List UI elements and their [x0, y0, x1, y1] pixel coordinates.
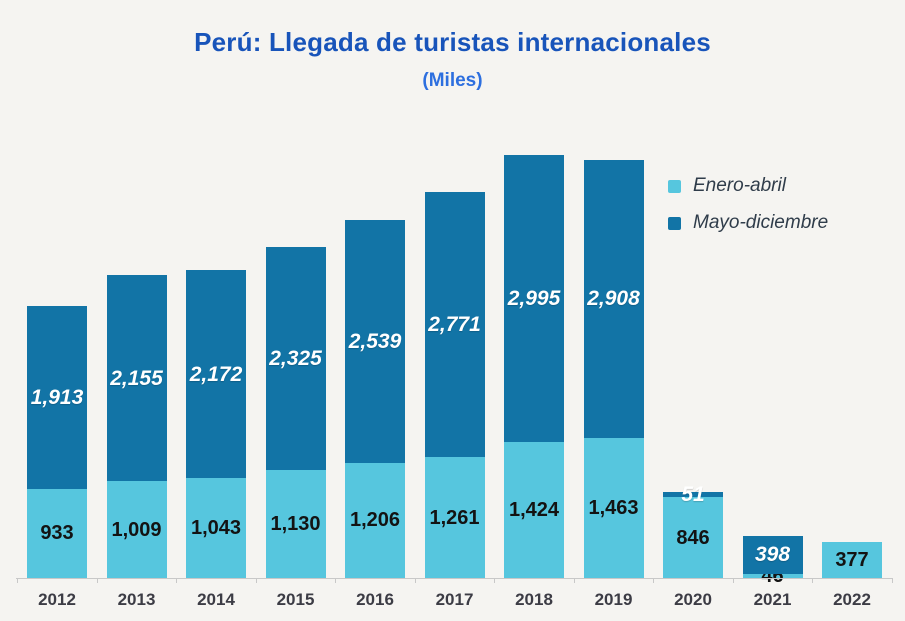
- bar-value-label: 1,463: [588, 497, 639, 519]
- bar-segment-enero-abril-2014: 1,043: [186, 478, 246, 578]
- bar-segment-mayo-diciembre-2021: 398: [742, 535, 803, 574]
- bar-column-2012: 933 1,913: [27, 305, 87, 578]
- bar-segment-enero-abril-2012: 933: [27, 488, 87, 578]
- bar-segment-mayo-diciembre-2018: 2,995: [504, 155, 564, 442]
- bar-column-2018: 1,424 2,995: [504, 155, 564, 578]
- bar-value-label: 1,130: [270, 512, 321, 535]
- bar-segment-enero-abril-2017: 1,261: [424, 457, 485, 578]
- bar-column-2017: 1,261 2,771: [424, 192, 485, 578]
- axis-tick: [255, 578, 257, 583]
- legend-label: Mayo-diciembre: [693, 212, 829, 233]
- x-axis-label-2017: 2017: [435, 590, 474, 609]
- x-axis-label-2015: 2015: [276, 590, 315, 609]
- plot-area: 933 1,913 1,009 2,155 1,043 2,172 1,130 2,325 1,…: [0, 110, 905, 586]
- bar-column-2015: 1,130 2,325: [265, 247, 326, 578]
- bar-value-label: 2,172: [189, 362, 243, 386]
- x-axis-label-2016: 2016: [356, 590, 394, 609]
- bar-segment-mayo-diciembre-2016: 2,539: [345, 219, 405, 463]
- bar-segment-mayo-diciembre-2020: 51: [663, 484, 723, 505]
- bar-value-label: 2,771: [428, 313, 481, 337]
- x-axis-label-2022: 2022: [833, 590, 871, 609]
- bar-value-label: 846: [676, 526, 710, 549]
- x-axis-label-2020: 2020: [674, 590, 712, 609]
- bar-column-2014: 1,043 2,172: [186, 270, 246, 578]
- axis-tick: [653, 578, 655, 583]
- axis-tick: [573, 578, 575, 583]
- bar-column-2022: 377: [822, 541, 882, 578]
- legend: Enero-abril Mayo-diciembre: [668, 175, 828, 249]
- x-axis-label-2013: 2013: [117, 590, 156, 609]
- bar-value-label: 1,206: [349, 509, 401, 532]
- x-axis-label-2021: 2021: [753, 590, 792, 609]
- bar-value-label: 1,913: [30, 385, 84, 409]
- bar-segment-mayo-diciembre-2019: 2,908: [583, 159, 644, 438]
- bar-value-label: 2,995: [507, 286, 561, 310]
- x-axis-label-2019: 2019: [594, 590, 633, 609]
- legend-item-mayo-diciembre: Mayo-diciembre: [668, 212, 828, 234]
- legend-swatch-icon: [668, 179, 681, 193]
- bar-segment-enero-abril-2013: 1,009: [106, 481, 167, 578]
- bar-column-2019: 1,463 2,908: [583, 159, 644, 578]
- legend-label: Enero-abril: [693, 175, 786, 196]
- bar-column-2021: 46 398: [742, 535, 803, 586]
- bar-segment-mayo-diciembre-2017: 2,771: [424, 192, 485, 458]
- axis-tick: [176, 578, 178, 583]
- x-axis-label-2018: 2018: [515, 590, 553, 609]
- bar-segment-enero-abril-2022: 377: [822, 541, 882, 578]
- legend-item-enero-abril: Enero-abril: [668, 175, 828, 197]
- bar-segment-mayo-diciembre-2014: 2,172: [186, 270, 246, 479]
- bar-value-label: 51: [681, 483, 705, 507]
- bar-segment-enero-abril-2016: 1,206: [345, 462, 405, 578]
- bar-value-label: 1,009: [111, 518, 162, 541]
- bar-value-label: 2,908: [587, 287, 640, 311]
- axis-tick: [414, 578, 416, 583]
- bar-column-2013: 1,009 2,155: [106, 275, 167, 578]
- bar-segment-mayo-diciembre-2012: 1,913: [27, 305, 87, 489]
- bar-column-2020: 846 51: [663, 484, 723, 578]
- bar-value-label: 2,539: [348, 329, 402, 353]
- x-axis-label-2012: 2012: [38, 590, 76, 609]
- axis-tick: [96, 578, 98, 583]
- axis-tick: [732, 578, 734, 583]
- bar-value-label: 1,261: [429, 506, 480, 529]
- bar-value-label: 1,043: [190, 517, 242, 540]
- bar-segment-enero-abril-2019: 1,463: [583, 438, 644, 578]
- bar-value-label: 933: [40, 522, 74, 545]
- legend-swatch-icon: [668, 216, 681, 230]
- chart-title: Perú: Llegada de turistas internacionale…: [194, 27, 711, 57]
- bar-column-2016: 1,206 2,539: [345, 219, 405, 578]
- axis-tick: [812, 578, 814, 583]
- bar-value-label: 2,155: [110, 366, 163, 390]
- chart-subtitle: (Miles): [422, 70, 483, 91]
- bar-segment-mayo-diciembre-2015: 2,325: [265, 247, 326, 470]
- bar-value-label: 1,424: [508, 498, 560, 521]
- axis-tick: [17, 578, 19, 583]
- axis-tick: [335, 578, 337, 583]
- x-axis-label-2014: 2014: [197, 590, 235, 609]
- bar-segment-enero-abril-2020: 846: [663, 497, 723, 578]
- bar-segment-enero-abril-2018: 1,424: [504, 441, 564, 578]
- bar-segment-enero-abril-2015: 1,130: [265, 469, 326, 578]
- axis-tick: [494, 578, 496, 583]
- bar-value-label: 377: [835, 548, 869, 571]
- bar-value-label: 2,325: [269, 347, 322, 371]
- x-axis-line: [16, 578, 892, 579]
- axis-tick: [891, 578, 893, 583]
- bar-segment-mayo-diciembre-2013: 2,155: [106, 275, 167, 482]
- bar-value-label: 398: [754, 543, 791, 567]
